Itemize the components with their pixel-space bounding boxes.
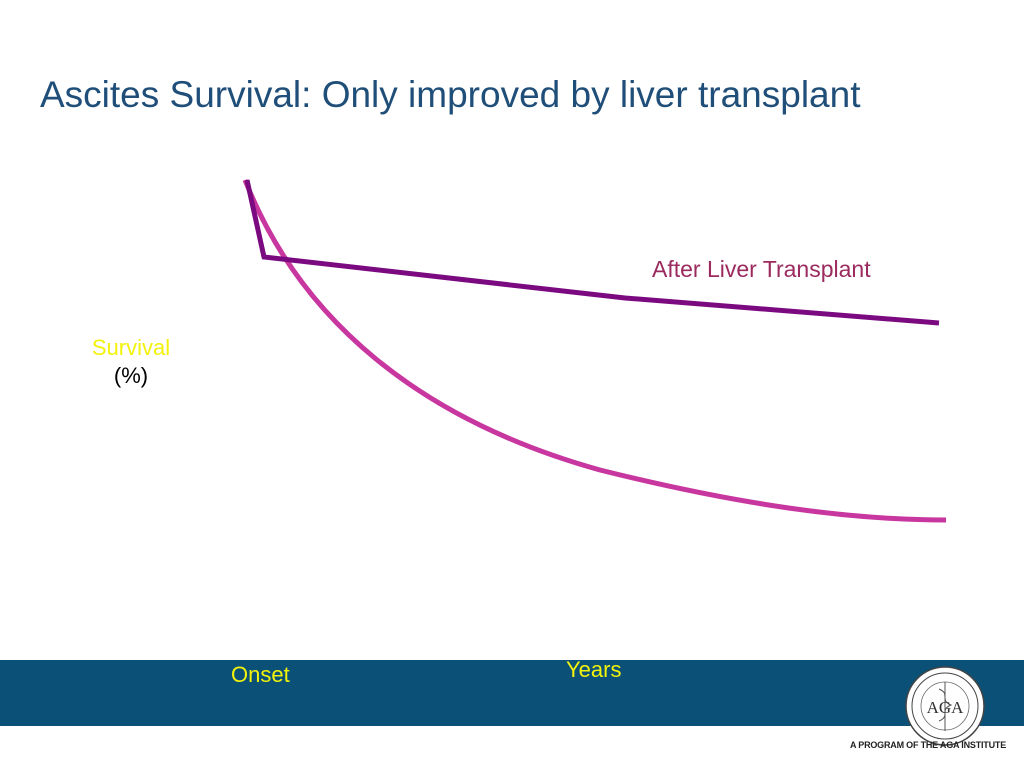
slide-title: Ascites Survival: Only improved by liver… [40,74,861,115]
x-tick-onset: Onset [231,662,290,687]
series-line-natural-course [242,179,947,523]
tagline: A PROGRAM OF THE AGA INSTITUTE [850,740,1006,750]
aga-seal-icon: AGA [905,666,985,746]
series-label-after-transplant: After Liver Transplant [652,256,871,282]
y-axis-label: Survival (%) [66,334,196,390]
logo-letters: AGA [927,698,965,717]
footer-band [0,660,1024,726]
y-axis-label-word: Survival [91,335,171,360]
series-line-after-transplant [244,179,940,326]
y-axis-label-unit: (%) [113,363,149,388]
survival-chart [242,179,947,523]
x-axis-label: Years [566,657,622,682]
